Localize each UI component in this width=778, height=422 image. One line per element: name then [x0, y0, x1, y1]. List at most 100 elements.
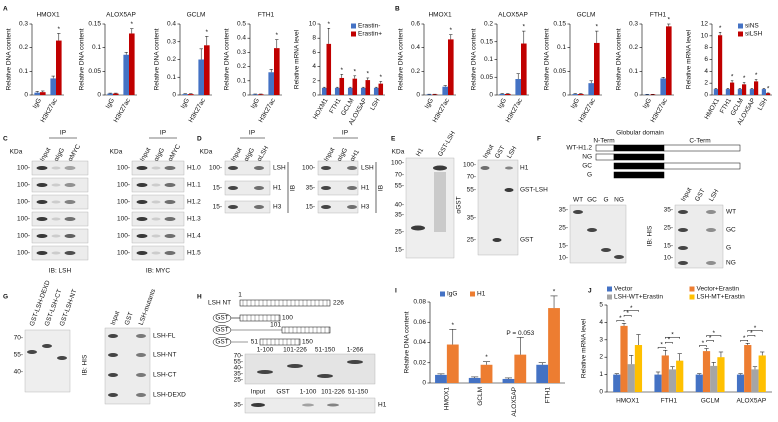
y-tick-label: 8 [704, 44, 708, 51]
y-tick-label: 0 [562, 92, 566, 99]
error-bar [471, 377, 478, 378]
y-tick-label: 4 [704, 68, 708, 75]
label: 70- [14, 335, 23, 342]
x-tick-label: FTH1 [545, 387, 552, 404]
band [228, 205, 238, 209]
band [347, 205, 357, 209]
y-tick-label: 0.3 [167, 38, 176, 45]
bar [268, 72, 274, 95]
y-tick-label: 0 [242, 92, 246, 99]
bar [129, 33, 135, 95]
y-tick-label: 4 [599, 319, 603, 326]
y-tick-label: 0.05 [553, 68, 566, 75]
error-bar [704, 349, 708, 352]
label: GST [215, 327, 228, 334]
error-bar [590, 81, 593, 83]
label: αIgG [243, 147, 256, 163]
label: H3 [361, 204, 370, 211]
significance-label: * [668, 17, 671, 24]
bar [669, 369, 676, 392]
bar [182, 94, 188, 95]
label: GST [215, 315, 228, 322]
band [152, 235, 161, 238]
label: LSH-mutants [138, 287, 158, 326]
error-bar [483, 362, 490, 365]
blot [105, 328, 150, 404]
bar [676, 361, 683, 392]
bar [514, 355, 526, 383]
label: GST-LSH [520, 187, 548, 194]
error-bar [366, 78, 369, 80]
significance-label: * [354, 68, 357, 75]
label: 35- [306, 185, 315, 192]
error-bar [444, 86, 447, 87]
band [254, 205, 264, 209]
bar [730, 83, 734, 95]
domain [614, 145, 664, 151]
label: 100- [117, 250, 130, 257]
bar [188, 94, 194, 95]
y-tick-label: 0 [599, 389, 603, 396]
label: KDa [200, 149, 213, 156]
label: 40- [14, 369, 23, 376]
error-bar [595, 31, 598, 43]
label: C-Term [689, 138, 710, 145]
significance-label: * [719, 25, 722, 32]
error-bar [437, 374, 444, 375]
bar [759, 355, 766, 392]
band [706, 228, 716, 232]
error-bar [760, 352, 764, 355]
significance-label: * [709, 335, 712, 342]
y-tick-label: 0.02 [413, 359, 426, 366]
error-bar [622, 323, 626, 326]
error-bar [719, 352, 723, 357]
error-bar [336, 87, 339, 88]
label: αIgG [53, 147, 66, 163]
error-bar [362, 87, 365, 88]
legend-swatch [470, 292, 475, 297]
legend-swatch [607, 295, 612, 300]
bar [660, 78, 666, 95]
error-bar [667, 24, 670, 26]
bar [742, 84, 746, 95]
legend-swatch [738, 24, 743, 29]
label: 10- [559, 255, 568, 262]
band [327, 404, 339, 407]
y-tick-label: 0.3 [19, 21, 28, 28]
legend-swatch [607, 287, 612, 292]
x-tick-label: IgG [32, 97, 43, 110]
significance-label: * [702, 340, 705, 347]
x-tick-label: HOXM1 [312, 97, 330, 121]
y-tick-label: 0.08 [413, 299, 426, 306]
label: 55- [395, 183, 404, 190]
bar [703, 351, 710, 392]
significance-label: * [341, 67, 344, 74]
y-tick-label: 0.1 [237, 77, 246, 84]
y-tick-label: 4 [312, 63, 316, 70]
label: Globular domain [616, 130, 664, 137]
band [505, 167, 513, 170]
significance-label: * [131, 21, 134, 28]
bar [447, 345, 459, 383]
y-tick-label: 0.1 [629, 68, 638, 75]
label: 51-150 [315, 347, 336, 354]
band [65, 234, 76, 238]
legend-label: Vector+Erastin [697, 286, 740, 293]
legend-label: siNS [745, 23, 759, 30]
label: 55- [14, 352, 23, 359]
error-bar [275, 40, 278, 49]
error-bar [629, 355, 633, 364]
label: αIgG [153, 147, 166, 163]
band [137, 251, 148, 255]
y-tick-label: 0.5 [237, 21, 246, 28]
label: 25- [234, 377, 243, 384]
band [37, 251, 48, 255]
band [302, 404, 314, 407]
label: GST [494, 145, 507, 160]
bar [696, 375, 703, 392]
label: IP [342, 130, 348, 137]
band [321, 186, 331, 190]
band [505, 188, 514, 192]
label: GC [726, 227, 736, 234]
